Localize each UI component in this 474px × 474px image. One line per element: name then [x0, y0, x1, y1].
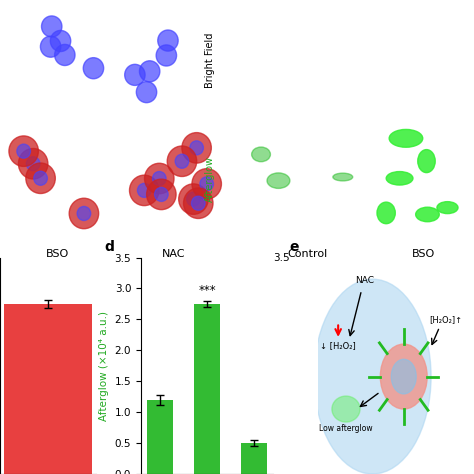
- Ellipse shape: [267, 173, 290, 188]
- Text: Bright Field: Bright Field: [205, 32, 215, 88]
- Text: Control: Control: [287, 249, 328, 259]
- Bar: [194, 304, 220, 474]
- Circle shape: [175, 154, 189, 168]
- Text: 20 μm: 20 μm: [175, 230, 197, 236]
- Circle shape: [187, 192, 200, 206]
- Circle shape: [158, 30, 178, 51]
- Text: ***: ***: [198, 284, 216, 297]
- Text: NAC: NAC: [355, 276, 374, 285]
- Circle shape: [55, 45, 75, 65]
- Text: 3.5: 3.5: [273, 253, 290, 263]
- Circle shape: [156, 45, 176, 66]
- Circle shape: [42, 16, 62, 37]
- Ellipse shape: [314, 279, 431, 474]
- Circle shape: [192, 169, 221, 199]
- Ellipse shape: [389, 129, 423, 147]
- Circle shape: [146, 179, 176, 210]
- Circle shape: [26, 163, 55, 193]
- Ellipse shape: [252, 147, 271, 162]
- Circle shape: [129, 175, 159, 206]
- Circle shape: [125, 64, 145, 85]
- Circle shape: [137, 82, 157, 103]
- Ellipse shape: [333, 173, 353, 181]
- Circle shape: [200, 177, 213, 191]
- Circle shape: [155, 187, 168, 201]
- Circle shape: [167, 146, 197, 176]
- Ellipse shape: [418, 150, 435, 173]
- Text: Low afterglow: Low afterglow: [319, 424, 373, 433]
- Circle shape: [83, 58, 104, 79]
- Circle shape: [139, 61, 160, 82]
- Circle shape: [27, 157, 40, 171]
- Circle shape: [17, 144, 30, 158]
- Circle shape: [153, 172, 166, 185]
- Circle shape: [145, 163, 174, 194]
- Circle shape: [179, 184, 208, 214]
- Text: NAC: NAC: [162, 249, 185, 259]
- Bar: [4, 304, 91, 474]
- Circle shape: [9, 136, 38, 166]
- Text: [H₂O₂]↑: [H₂O₂]↑: [429, 316, 463, 325]
- Circle shape: [50, 30, 71, 52]
- Circle shape: [183, 188, 213, 219]
- Circle shape: [190, 141, 203, 155]
- Ellipse shape: [386, 172, 413, 185]
- Bar: [147, 400, 173, 474]
- Circle shape: [391, 359, 416, 394]
- Ellipse shape: [332, 396, 360, 422]
- Circle shape: [18, 148, 48, 179]
- Circle shape: [380, 344, 427, 409]
- Text: e: e: [290, 240, 299, 254]
- Text: Afterglow: Afterglow: [205, 156, 215, 202]
- Circle shape: [77, 207, 91, 220]
- Text: BSO: BSO: [46, 249, 69, 259]
- Bar: [241, 443, 267, 474]
- Circle shape: [40, 36, 61, 57]
- Circle shape: [137, 183, 151, 197]
- Circle shape: [182, 133, 211, 163]
- Circle shape: [191, 196, 205, 210]
- Text: d: d: [104, 240, 114, 254]
- Text: ↓ [H₂O₂]: ↓ [H₂O₂]: [320, 341, 356, 350]
- Text: BSO: BSO: [411, 249, 435, 259]
- Ellipse shape: [437, 201, 458, 214]
- Circle shape: [34, 171, 47, 185]
- Y-axis label: Afterglow (×10⁴ a.u.): Afterglow (×10⁴ a.u.): [99, 311, 109, 421]
- Ellipse shape: [416, 207, 439, 222]
- Ellipse shape: [377, 202, 395, 224]
- Circle shape: [69, 198, 99, 229]
